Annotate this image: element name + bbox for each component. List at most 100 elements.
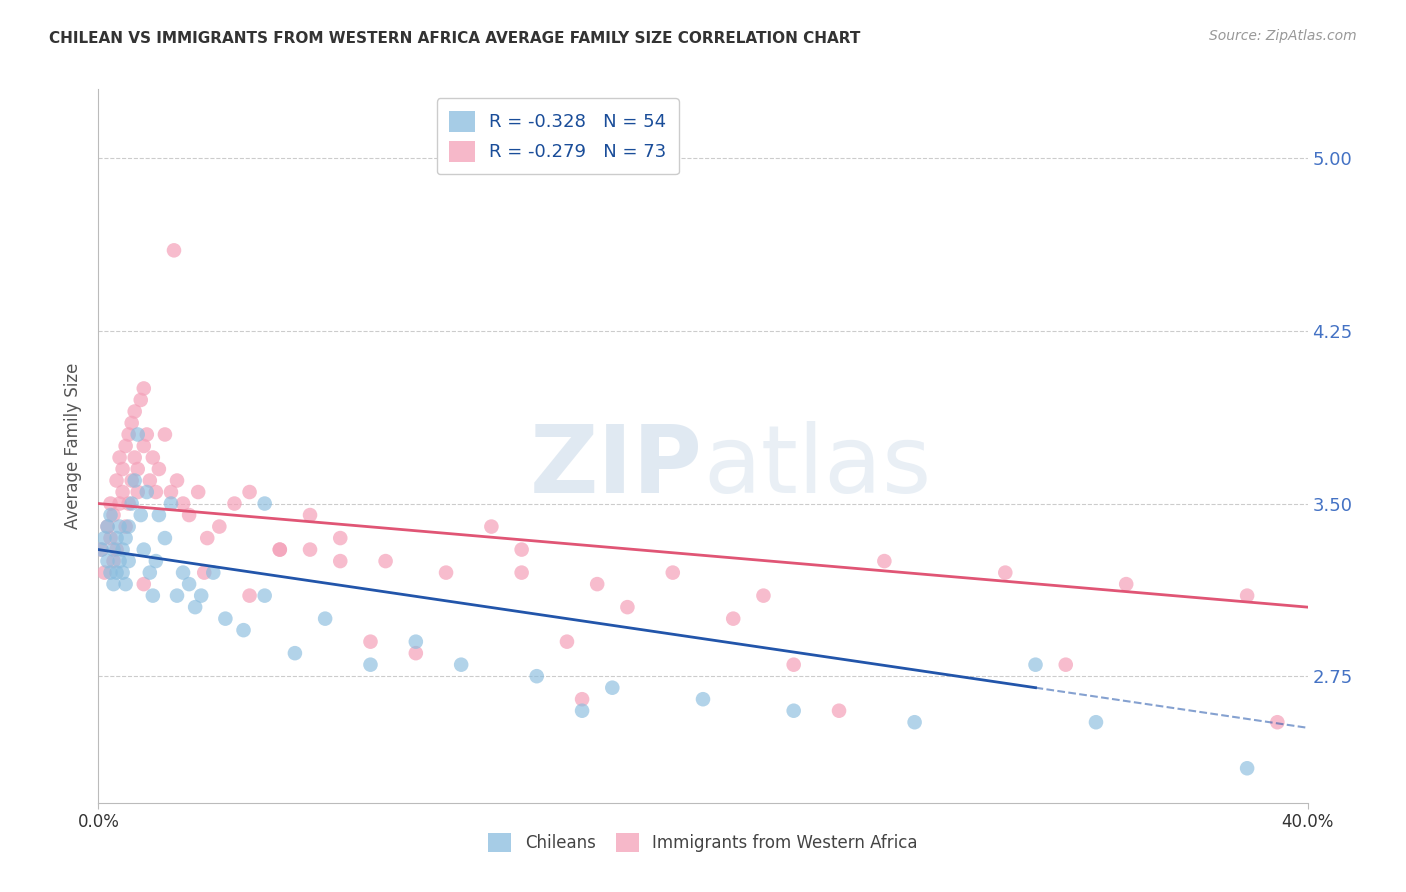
Point xyxy=(224,497,246,511)
Point xyxy=(121,497,143,511)
Point xyxy=(139,474,162,488)
Point xyxy=(232,623,254,637)
Text: atlas: atlas xyxy=(703,421,931,514)
Point xyxy=(124,404,146,418)
Point xyxy=(111,566,134,580)
Point xyxy=(1115,577,1137,591)
Point xyxy=(360,634,382,648)
Point xyxy=(96,519,118,533)
Point xyxy=(166,474,188,488)
Point xyxy=(661,566,683,580)
Point xyxy=(160,497,183,511)
Point xyxy=(202,566,225,580)
Point xyxy=(96,554,118,568)
Point xyxy=(100,508,122,522)
Point xyxy=(284,646,307,660)
Point xyxy=(1267,715,1289,730)
Point xyxy=(100,497,122,511)
Point xyxy=(153,427,176,442)
Point xyxy=(139,566,162,580)
Point xyxy=(481,519,503,533)
Point xyxy=(329,531,352,545)
Point xyxy=(129,508,152,522)
Point xyxy=(405,634,427,648)
Point xyxy=(299,508,322,522)
Point xyxy=(190,589,212,603)
Point xyxy=(873,554,896,568)
Point xyxy=(179,508,201,522)
Point xyxy=(103,577,125,591)
Legend: Chileans, Immigrants from Western Africa: Chileans, Immigrants from Western Africa xyxy=(481,826,925,859)
Point xyxy=(571,692,593,706)
Point xyxy=(114,439,136,453)
Point xyxy=(121,474,143,488)
Point xyxy=(253,497,276,511)
Point xyxy=(692,692,714,706)
Point xyxy=(510,542,533,557)
Point xyxy=(108,450,131,465)
Point xyxy=(108,519,131,533)
Point xyxy=(124,450,146,465)
Point xyxy=(135,427,157,442)
Point xyxy=(239,485,262,500)
Point xyxy=(111,542,134,557)
Point xyxy=(510,566,533,580)
Point xyxy=(450,657,472,672)
Point xyxy=(90,542,112,557)
Point xyxy=(752,589,775,603)
Point xyxy=(127,427,149,442)
Point xyxy=(184,600,207,615)
Point xyxy=(93,531,115,545)
Point xyxy=(118,497,141,511)
Point xyxy=(145,554,167,568)
Point xyxy=(127,462,149,476)
Point xyxy=(108,554,131,568)
Point xyxy=(148,508,170,522)
Point xyxy=(103,554,125,568)
Point xyxy=(135,485,157,500)
Point xyxy=(163,244,186,258)
Point xyxy=(828,704,851,718)
Point xyxy=(1024,657,1046,672)
Point xyxy=(103,508,125,522)
Point xyxy=(239,589,262,603)
Point xyxy=(1085,715,1108,730)
Point xyxy=(434,566,457,580)
Point xyxy=(114,519,136,533)
Point xyxy=(90,542,112,557)
Point xyxy=(193,566,215,580)
Point xyxy=(118,427,141,442)
Point xyxy=(105,474,128,488)
Point xyxy=(1236,589,1258,603)
Point xyxy=(187,485,209,500)
Point xyxy=(108,497,131,511)
Point xyxy=(253,589,276,603)
Point xyxy=(114,577,136,591)
Point xyxy=(114,531,136,545)
Point xyxy=(904,715,927,730)
Point xyxy=(121,416,143,430)
Point xyxy=(172,566,194,580)
Point xyxy=(142,450,165,465)
Point xyxy=(314,612,336,626)
Point xyxy=(111,485,134,500)
Point xyxy=(783,704,806,718)
Point xyxy=(118,554,141,568)
Text: ZIP: ZIP xyxy=(530,421,703,514)
Point xyxy=(299,542,322,557)
Point xyxy=(105,566,128,580)
Point xyxy=(616,600,638,615)
Point xyxy=(269,542,291,557)
Point xyxy=(118,519,141,533)
Point xyxy=(214,612,236,626)
Point xyxy=(132,381,155,395)
Point xyxy=(148,462,170,476)
Point xyxy=(142,589,165,603)
Point xyxy=(93,566,115,580)
Point xyxy=(555,634,578,648)
Point xyxy=(269,542,291,557)
Point xyxy=(145,485,167,500)
Point xyxy=(105,542,128,557)
Point xyxy=(105,531,128,545)
Text: CHILEAN VS IMMIGRANTS FROM WESTERN AFRICA AVERAGE FAMILY SIZE CORRELATION CHART: CHILEAN VS IMMIGRANTS FROM WESTERN AFRIC… xyxy=(49,31,860,46)
